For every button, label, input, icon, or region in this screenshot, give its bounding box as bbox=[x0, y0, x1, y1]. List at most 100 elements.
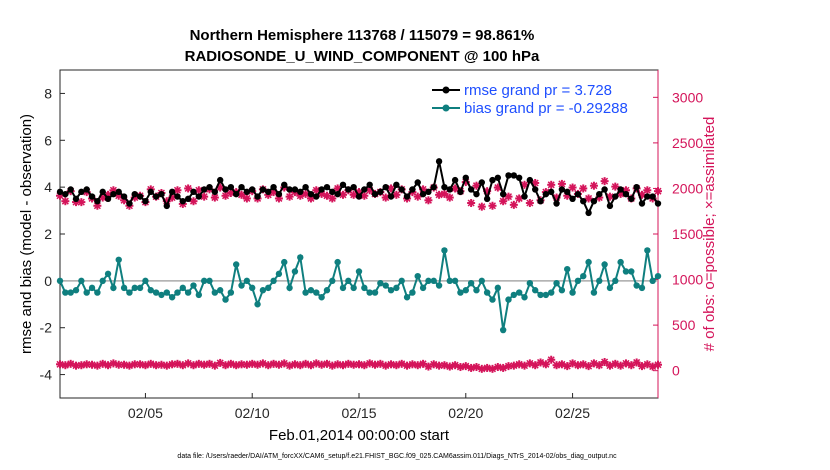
bias-series-point bbox=[387, 287, 395, 294]
rmse-series-point bbox=[249, 186, 256, 193]
obs-marker-stroke bbox=[430, 360, 438, 368]
rmse-series-point bbox=[398, 186, 405, 193]
bias-series-point bbox=[126, 289, 133, 296]
obs-marker-stroke bbox=[611, 360, 619, 368]
right-y-tick-label: 500 bbox=[672, 317, 696, 333]
rmse-series-point bbox=[494, 174, 502, 181]
rmse-series-point bbox=[78, 188, 85, 196]
rmse-series-point bbox=[644, 193, 651, 200]
chart-title-line2: RADIOSONDE_U_WIND_COMPONENT @ 100 hPa bbox=[185, 48, 540, 65]
rmse-series-point bbox=[371, 190, 379, 198]
obs-marker-stroke bbox=[558, 360, 566, 368]
rmse-series-point bbox=[190, 188, 197, 196]
rmse-series-point bbox=[131, 190, 138, 198]
rmse-series-point bbox=[195, 193, 203, 200]
obs-assimilated-marker bbox=[547, 180, 556, 189]
right-y-tick-label: 3000 bbox=[672, 89, 703, 105]
rmse-series-point bbox=[542, 190, 550, 198]
bias-series-point bbox=[558, 287, 566, 294]
obs-assimilated-marker-lower bbox=[301, 359, 310, 368]
obs-marker-stroke bbox=[355, 360, 363, 368]
rmse-series-point bbox=[585, 209, 592, 217]
rmse-series-point bbox=[275, 190, 283, 198]
bias-series-point bbox=[94, 289, 101, 296]
bias-series-point bbox=[67, 289, 74, 296]
obs-marker-stroke bbox=[553, 361, 561, 369]
obs-marker-stroke bbox=[526, 359, 534, 367]
obs-marker-stroke bbox=[168, 360, 176, 368]
obs-marker-stroke bbox=[387, 184, 395, 192]
rmse-series-point bbox=[243, 188, 251, 196]
right-y-axis: 0 500 1000 1500 2000 2500 3000 bbox=[653, 70, 703, 398]
obs-marker-stroke bbox=[382, 194, 390, 202]
rmse-series-point bbox=[265, 188, 272, 196]
legend-box bbox=[428, 76, 653, 118]
bias-series-point bbox=[457, 289, 464, 296]
obs-marker-stroke bbox=[200, 361, 208, 369]
obs-marker-stroke bbox=[601, 358, 609, 366]
bias-series-point bbox=[553, 280, 560, 287]
obs-marker-stroke bbox=[152, 361, 160, 369]
obs-assimilated-marker-lower bbox=[328, 361, 337, 370]
bias-series-point bbox=[115, 256, 122, 263]
obs-marker-stroke bbox=[318, 361, 326, 369]
bias-series-point bbox=[168, 294, 176, 301]
bias-series-point bbox=[473, 287, 480, 294]
obs-assimilated-marker bbox=[579, 184, 588, 193]
obs-assimilated-marker-lower bbox=[456, 363, 465, 372]
bias-series-point bbox=[227, 289, 235, 296]
obs-marker-stroke bbox=[216, 359, 224, 367]
obs-assimilated-marker-lower bbox=[221, 361, 230, 370]
bias-series-point bbox=[617, 258, 624, 266]
rmse-series-point bbox=[350, 183, 357, 191]
rmse-series-point bbox=[446, 186, 453, 193]
bias-series-point bbox=[72, 287, 80, 294]
obs-assimilated-marker bbox=[435, 190, 444, 199]
rmse-series-point bbox=[521, 193, 528, 200]
obs-marker-stroke bbox=[446, 194, 454, 202]
obs-marker-stroke bbox=[312, 359, 320, 367]
bias-series-point bbox=[131, 284, 138, 292]
bias-series-point bbox=[601, 261, 608, 268]
obs-assimilated-marker bbox=[499, 197, 508, 206]
bias-series-point bbox=[318, 294, 325, 301]
bias-series-point bbox=[510, 291, 518, 299]
obs-marker-stroke bbox=[243, 194, 251, 202]
bias-series-point bbox=[147, 287, 154, 294]
bias-series-point bbox=[446, 277, 453, 285]
obs-assimilated-marker-lower bbox=[77, 361, 86, 370]
obs-marker-stroke bbox=[67, 360, 75, 368]
bias-series-point bbox=[548, 289, 555, 296]
bias-series-point bbox=[345, 277, 352, 285]
rmse-series-point bbox=[393, 181, 400, 188]
obs-marker-stroke bbox=[376, 360, 384, 368]
obs-marker-stroke bbox=[515, 194, 523, 202]
bias-series-point bbox=[275, 270, 283, 278]
rmse-series-point bbox=[126, 200, 133, 207]
rmse-series-point bbox=[184, 195, 192, 203]
obs-marker-stroke bbox=[211, 194, 219, 202]
bias-series-point bbox=[526, 280, 534, 287]
bias-series-point bbox=[580, 272, 587, 280]
rmse-series-point bbox=[531, 186, 539, 193]
bias-series-point bbox=[430, 277, 437, 285]
rmse-series-point bbox=[297, 188, 304, 196]
rmse-series-point bbox=[526, 176, 534, 184]
obs-marker-stroke bbox=[77, 198, 85, 206]
obs-marker-stroke bbox=[611, 183, 619, 191]
rmse-series-point bbox=[206, 183, 213, 191]
obs-assimilated-marker-lower bbox=[312, 359, 321, 368]
rmse-series-point bbox=[104, 195, 112, 203]
rmse-series-point bbox=[120, 193, 128, 200]
obs-assimilated-marker-lower bbox=[109, 359, 118, 368]
bias-series-point bbox=[361, 284, 368, 292]
right-y-tick-label: 1000 bbox=[672, 272, 703, 288]
rmse-series-point bbox=[307, 190, 315, 198]
rmse-series-point bbox=[649, 193, 656, 200]
obs-marker-stroke bbox=[633, 358, 641, 366]
bias-series-point bbox=[142, 277, 149, 285]
x-axis: 02/05 02/10 02/15 02/20 02/25 bbox=[128, 393, 590, 421]
obs-marker-stroke bbox=[392, 191, 400, 199]
obs-assimilated-marker-lower bbox=[632, 358, 641, 367]
obs-marker-stroke bbox=[93, 202, 101, 210]
